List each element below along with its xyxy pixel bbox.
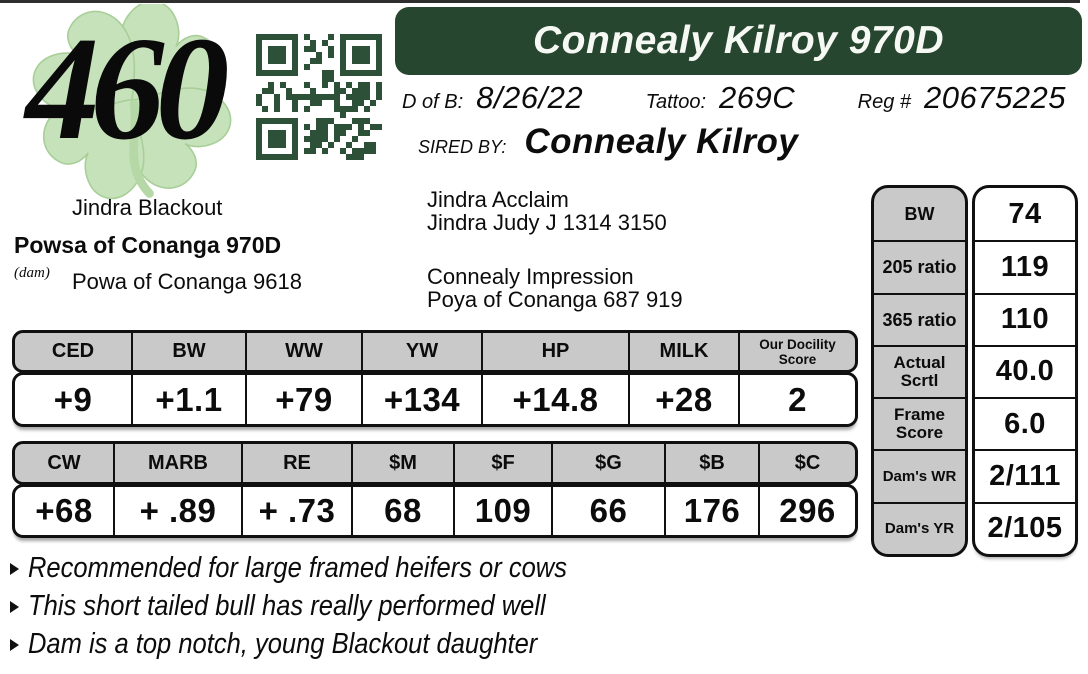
info-bar: D of B: 8/26/22 Tattoo: 269C Reg # 20675…: [402, 80, 1066, 120]
epd-table-value-row: +9 +1.1 +79 +134 +14.8 +28 2: [12, 372, 858, 427]
dob-label: D of B:: [402, 91, 464, 113]
clover-image: [18, 4, 246, 200]
dollar-value-cell: 109: [455, 487, 553, 535]
epd-header-cell: WW: [247, 333, 363, 370]
dollar-header-cell: MARB: [115, 444, 243, 482]
stats-label: BW: [904, 204, 935, 225]
epd-value-cell: +14.8: [483, 375, 630, 424]
dollar-value-cell: 296: [779, 492, 836, 529]
reg-value: 20675225: [924, 80, 1066, 115]
dollar-header-cell: $F: [455, 444, 553, 482]
epd-value-cell: 2: [788, 380, 807, 418]
stats-value: 2/105: [975, 501, 1075, 554]
epd-value-cell: +134: [363, 375, 483, 424]
dob-group: D of B: 8/26/22: [402, 80, 583, 116]
tattoo-value: 269C: [719, 80, 796, 115]
note-text: Recommended for large framed heifers or …: [28, 552, 567, 584]
tattoo-label: Tattoo:: [645, 91, 707, 113]
dollar-header-cell: CW: [15, 444, 115, 482]
epd-value-cell: +9: [15, 375, 133, 424]
dob-value: 8/26/22: [476, 80, 584, 115]
note-text: Dam is a top notch, young Blackout daugh…: [28, 628, 538, 660]
page-edge-line: [0, 0, 1080, 3]
notes-list: Recommended for large framed heifers or …: [8, 554, 868, 668]
ancestor-name: Jindra Judy J 1314 3150: [427, 210, 667, 235]
note-item: Recommended for large framed heifers or …: [8, 554, 868, 583]
stats-label: 365 ratio: [874, 292, 965, 345]
qr-code: [256, 34, 382, 160]
stats-label: Actual Scrtl: [874, 344, 965, 397]
epd-header-cell: Our Docility Score: [759, 336, 836, 367]
note-item: This short tailed bull has really perfor…: [8, 592, 868, 621]
stats-label: Dam's YR: [874, 501, 965, 554]
stats-value: 2/111: [975, 449, 1075, 501]
dollar-value-cell: 68: [353, 487, 455, 535]
dam-dam-name: Powa of Conanga 9618: [72, 269, 302, 294]
stats-value: 6.0: [975, 397, 1075, 449]
epd-value-cell: +1.1: [133, 375, 247, 424]
bull-name: Connealy Kilroy 970D: [533, 19, 944, 62]
stats-label: 205 ratio: [874, 240, 965, 292]
dollar-value-cell: +68: [15, 487, 115, 535]
epd-header-cell: HP: [483, 333, 630, 370]
bullet-triangle-icon: [10, 563, 19, 575]
epd-table-header-row: CED BW WW YW HP MILK Our Docility Score: [12, 330, 858, 373]
note-item: Dam is a top notch, young Blackout daugh…: [8, 630, 868, 659]
dollar-value-cell: 176: [666, 487, 760, 535]
dollar-value-cell: + .73: [243, 487, 353, 535]
pedigree-dam-block: Jindra Blackout Powsa of Conanga 970D (d…: [14, 196, 414, 294]
dam-tag: (dam): [14, 265, 50, 281]
stats-label: Frame Score: [874, 397, 965, 449]
reg-label: Reg #: [857, 91, 912, 113]
dollar-table-header-row: CW MARB RE $M $F $G $B $C: [12, 441, 858, 485]
dam-name: Powsa of Conanga 970D: [14, 232, 282, 258]
dollar-header-cell: $G: [553, 444, 666, 482]
sired-by-label: SIRED BY:: [418, 137, 507, 157]
epd-header-cell: MILK: [630, 333, 740, 370]
bullet-triangle-icon: [10, 639, 19, 651]
note-text: This short tailed bull has really perfor…: [28, 590, 546, 622]
bullet-triangle-icon: [10, 601, 19, 613]
stats-value: 110: [975, 292, 1075, 345]
stats-value: 74: [1008, 197, 1042, 230]
stats-value: 40.0: [975, 344, 1075, 397]
tattoo-group: Tattoo: 269C: [646, 80, 796, 116]
dollar-header-cell: RE: [243, 444, 353, 482]
dollar-value-cell: + .89: [115, 487, 243, 535]
bull-name-banner: Connealy Kilroy 970D: [395, 7, 1082, 75]
epd-value-cell: +79: [247, 375, 363, 424]
sire-name: Connealy Kilroy: [524, 122, 799, 161]
ancestor-name: Connealy Impression: [427, 264, 634, 289]
reg-group: Reg # 20675225: [858, 80, 1066, 116]
ancestor-name: Jindra Acclaim: [427, 187, 569, 212]
dollar-value-cell: 66: [553, 487, 666, 535]
epd-header-cell: YW: [363, 333, 483, 370]
stats-label-column: BW 205 ratio 365 ratio Actual Scrtl Fram…: [871, 185, 968, 557]
dollar-table-value-row: +68 + .89 + .73 68 109 66 176 296: [12, 484, 858, 538]
lot-number: 460: [25, 7, 230, 171]
epd-header-cell: CED: [15, 333, 133, 370]
stats-label: Dam's WR: [874, 449, 965, 501]
dollar-header-cell: $B: [666, 444, 760, 482]
dollar-header-cell: $M: [353, 444, 455, 482]
sired-by-row: SIRED BY: Connealy Kilroy: [418, 122, 798, 162]
stats-value-column: 74 119 110 40.0 6.0 2/111 2/105: [972, 185, 1078, 557]
dam-sire-name: Jindra Blackout: [72, 195, 223, 220]
epd-value-cell: +28: [630, 375, 740, 424]
stats-value: 119: [975, 240, 1075, 292]
epd-header-cell: BW: [133, 333, 247, 370]
pedigree-ancestors-block: Jindra Acclaim Jindra Judy J 1314 3150 C…: [427, 188, 847, 311]
dollar-header-cell: $C: [794, 451, 821, 474]
ancestor-name: Poya of Conanga 687 919: [427, 287, 683, 312]
